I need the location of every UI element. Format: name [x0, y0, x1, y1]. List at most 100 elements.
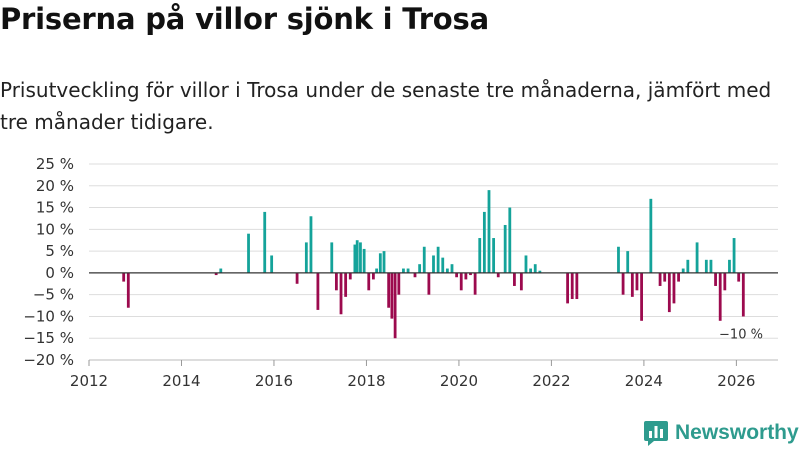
last-value-annotation: −10 % — [719, 327, 763, 342]
y-tick-label: −20 % — [23, 351, 74, 369]
bar — [519, 272, 523, 291]
bar — [704, 259, 708, 273]
bar — [422, 246, 426, 273]
bar — [508, 207, 512, 273]
bar — [649, 198, 653, 273]
y-tick-label: 15 % — [36, 199, 74, 217]
y-tick-label: 25 % — [36, 155, 74, 173]
bar — [450, 264, 454, 273]
x-tick-label: 2016 — [255, 372, 293, 390]
bar — [635, 272, 639, 291]
bar — [672, 272, 676, 304]
x-tick-label: 2024 — [625, 372, 663, 390]
bar — [469, 272, 472, 276]
bar — [247, 233, 250, 273]
bar — [427, 272, 431, 295]
bar — [503, 224, 507, 273]
bar — [459, 272, 463, 291]
bar — [714, 272, 717, 286]
bar — [455, 272, 459, 278]
brand-name: Newsworthy — [675, 421, 799, 444]
bar — [737, 272, 741, 282]
x-tick-label: 2020 — [440, 372, 478, 390]
bar — [732, 238, 736, 273]
y-tick-label: 10 % — [36, 220, 74, 238]
bar — [316, 272, 320, 310]
y-tick-label: −15 % — [23, 329, 74, 347]
bar — [663, 272, 667, 282]
bar — [353, 244, 357, 273]
chart-subtitle: Prisutveckling för villor i Trosa under … — [0, 78, 772, 134]
bar — [355, 240, 359, 273]
bar — [214, 272, 218, 276]
bar — [339, 272, 343, 315]
bar — [309, 216, 313, 273]
bar — [709, 259, 713, 273]
bar — [436, 246, 440, 273]
x-tick-label: 2018 — [347, 372, 385, 390]
bar — [375, 268, 379, 273]
bar — [382, 251, 386, 273]
x-tick-label: 2014 — [162, 372, 200, 390]
bar — [445, 268, 449, 273]
bar — [487, 190, 491, 273]
bar — [371, 272, 375, 280]
bar — [122, 272, 126, 282]
bar — [718, 272, 722, 321]
bar — [432, 255, 435, 273]
bar — [686, 259, 690, 273]
bar — [397, 272, 401, 295]
bar — [533, 264, 537, 273]
bar — [126, 272, 130, 308]
bar — [263, 211, 267, 273]
bar — [464, 272, 468, 280]
bar — [304, 242, 308, 273]
grid-lines — [89, 163, 778, 361]
bar — [390, 272, 394, 319]
bar — [482, 211, 486, 273]
bar — [621, 272, 625, 295]
bar — [723, 272, 727, 291]
bar — [570, 272, 574, 300]
bar — [617, 246, 620, 273]
x-axis-ticks: 2012 2014 2016 2018 2020 2022 2024 2026 — [70, 359, 778, 390]
bar — [492, 238, 496, 273]
bar — [640, 272, 643, 321]
bar — [667, 272, 671, 313]
bar — [626, 251, 630, 273]
bar — [630, 272, 634, 297]
bar — [344, 272, 348, 297]
y-tick-label: −10 % — [23, 307, 74, 325]
bar — [378, 253, 382, 273]
bar — [367, 272, 371, 291]
bar — [473, 272, 477, 295]
y-tick-label: 5 % — [45, 242, 74, 260]
bar — [406, 268, 410, 273]
bar — [741, 272, 745, 317]
bar — [362, 248, 366, 273]
bar — [334, 272, 338, 291]
bar — [270, 255, 274, 273]
bar — [575, 272, 579, 300]
bar — [402, 268, 405, 273]
bar — [330, 242, 334, 273]
bar — [695, 242, 699, 273]
bar-chart-icon — [644, 421, 668, 446]
y-tick-label: 0 % — [45, 264, 74, 282]
bar — [524, 255, 528, 273]
bar — [681, 268, 685, 273]
bar — [538, 270, 542, 273]
bar — [513, 272, 516, 286]
bar — [441, 257, 445, 273]
x-tick-label: 2022 — [532, 372, 570, 390]
bar — [387, 272, 391, 308]
newsworthy-logo: Newsworthy — [644, 418, 799, 448]
bar — [413, 272, 417, 278]
bar — [393, 272, 397, 339]
x-tick-label: 2026 — [717, 372, 755, 390]
bar — [295, 272, 299, 284]
bar — [418, 264, 422, 273]
bar — [728, 259, 731, 273]
chart-title: Priserna på villor sjönk i Trosa — [0, 2, 489, 36]
bar — [658, 272, 662, 286]
